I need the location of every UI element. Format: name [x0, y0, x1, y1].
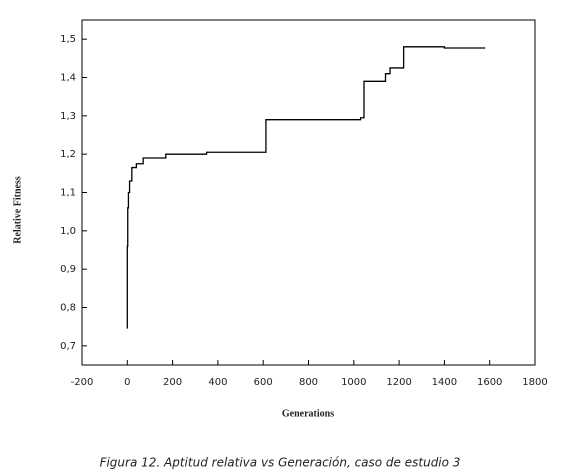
x-tick-label: -200 [71, 377, 94, 388]
y-tick-label: 1,4 [60, 73, 76, 84]
x-tick-label: 0 [124, 377, 130, 388]
y-tick-label: 1,5 [60, 34, 76, 45]
y-tick-label: 0,9 [60, 264, 76, 275]
x-tick-label: 1600 [477, 377, 502, 388]
y-tick-label: 1,3 [60, 111, 76, 122]
x-tick-label: 200 [163, 377, 182, 388]
x-tick-label: 600 [254, 377, 273, 388]
x-tick-label: 400 [208, 377, 227, 388]
y-tick-label: 1,0 [60, 226, 76, 237]
x-tick-label: 800 [299, 377, 318, 388]
x-tick-label: 1200 [386, 377, 411, 388]
y-tick-label: 1,1 [60, 188, 76, 199]
x-axis-label: Generations [282, 408, 334, 419]
plot-frame [81, 19, 536, 366]
x-tick-label: 1800 [522, 377, 547, 388]
y-tick-label: 0,7 [60, 341, 76, 352]
caption: Figura 12. Aptitud relativa vs Generació… [100, 456, 461, 470]
y-axis-label: Relative Fitness [12, 176, 23, 244]
y-tick-label: 1,2 [60, 149, 76, 160]
y-tick-label: 0,8 [60, 303, 76, 314]
x-tick-label: 1000 [341, 377, 366, 388]
x-tick-label: 1400 [432, 377, 457, 388]
fitness-line [126, 46, 486, 329]
